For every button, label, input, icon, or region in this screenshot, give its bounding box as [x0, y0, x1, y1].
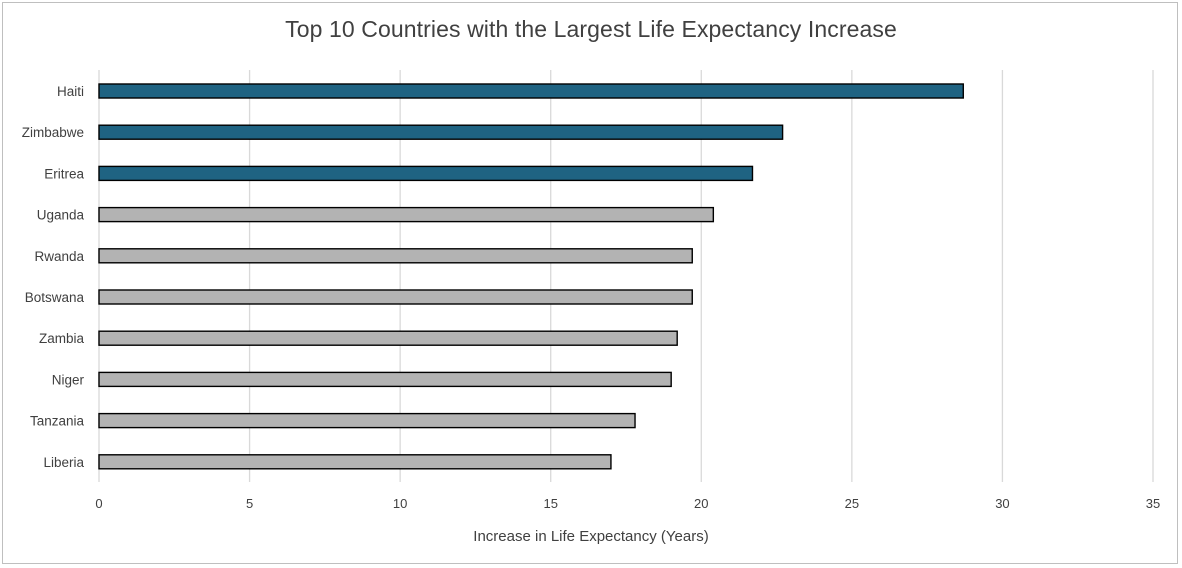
- bar-botswana: [98, 289, 693, 305]
- category-label: Uganda: [37, 208, 85, 223]
- bar-zambia: [98, 330, 678, 346]
- x-tick-label: 35: [1146, 496, 1160, 511]
- x-axis-title: Increase in Life Expectancy (Years): [473, 528, 709, 545]
- category-label: Zimbabwe: [22, 125, 84, 140]
- category-label: Tanzania: [30, 414, 85, 429]
- category-labels: Haiti Zimbabwe Eritrea Uganda Rwanda Botswana…: [22, 84, 85, 470]
- category-label: Liberia: [43, 455, 84, 470]
- bar-uganda: [98, 206, 715, 223]
- bar-haiti: [98, 83, 964, 99]
- category-label: Eritrea: [44, 166, 84, 181]
- x-tick-label: 15: [543, 496, 557, 511]
- x-tick-label: 5: [246, 496, 253, 511]
- category-label: Niger: [52, 372, 85, 387]
- chart-title: Top 10 Countries with the Largest Life E…: [285, 16, 897, 42]
- x-tick-label: 10: [393, 496, 407, 511]
- category-label: Haiti: [57, 84, 84, 99]
- bar-rwanda: [98, 248, 693, 264]
- x-tick-label: 30: [995, 496, 1009, 511]
- bar-tanzania: [98, 412, 636, 429]
- bars: [98, 83, 964, 470]
- x-tick-label: 25: [845, 496, 859, 511]
- x-tick-labels: 0 5 10 15 20 25 30 35: [95, 496, 1160, 511]
- bar-niger: [98, 371, 672, 388]
- x-tick-label: 20: [694, 496, 708, 511]
- bar-eritrea: [98, 165, 754, 182]
- bar-zimbabwe: [98, 124, 784, 140]
- x-tick-label: 0: [95, 496, 102, 511]
- category-label: Zambia: [39, 331, 85, 346]
- category-label: Botswana: [25, 290, 85, 305]
- category-label: Rwanda: [34, 249, 84, 264]
- bar-liberia: [98, 454, 612, 470]
